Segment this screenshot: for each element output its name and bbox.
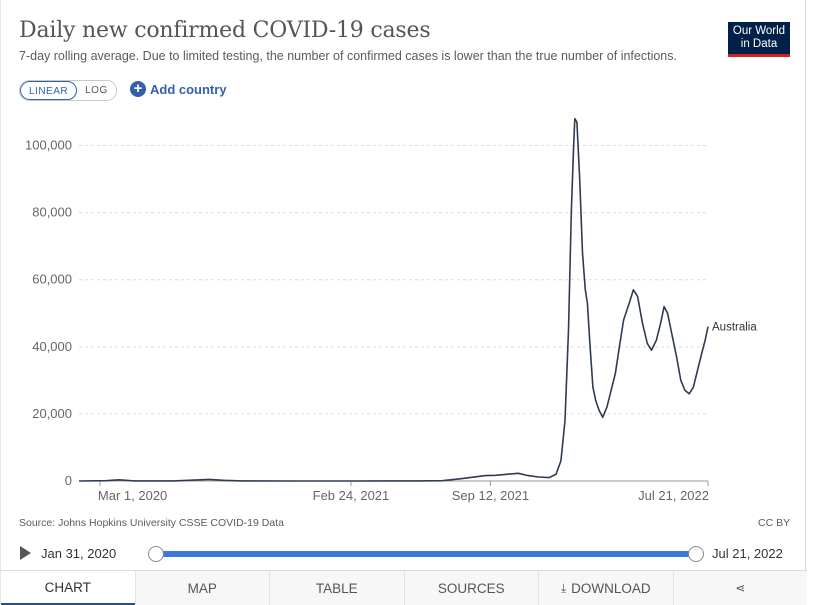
share-icon: ⋖ — [735, 581, 746, 595]
series-label: Australia — [712, 322, 757, 334]
logo-line-2: in Data — [740, 38, 778, 50]
line-chart: 0 20,000 40,000 60,000 80,000 100,000 Mar 1, 2… — [25, 117, 757, 503]
tab-bar: CHART MAP TABLE SOURCES ⤓ DOWNLOAD ⋖ — [1, 570, 807, 605]
series-line-australia — [78, 117, 709, 482]
tab-chart[interactable]: CHART — [1, 571, 135, 605]
x-tick-label: Jul 21, 2022 — [638, 488, 709, 503]
tab-download-label: DOWNLOAD — [571, 580, 651, 596]
plus-circle-icon: + — [130, 81, 146, 97]
source-note[interactable]: Source: Johns Hopkins University CSSE CO… — [19, 517, 284, 529]
tab-table-label: TABLE — [315, 580, 358, 596]
tab-table[interactable]: TABLE — [269, 571, 404, 605]
x-tick-label: Mar 1, 2020 — [98, 488, 167, 503]
x-tick-label: Sep 12, 2021 — [452, 488, 529, 503]
tab-sources[interactable]: SOURCES — [403, 571, 538, 605]
download-icon: ⤓ — [560, 580, 567, 595]
owid-logo[interactable]: Our World in Data — [728, 22, 790, 57]
add-country-button[interactable]: + Add country — [130, 81, 227, 97]
timeline-start-handle[interactable] — [148, 546, 164, 562]
y-tick-label: 60,000 — [32, 272, 72, 287]
play-icon[interactable] — [20, 546, 31, 560]
logo-line-1: Our World — [732, 25, 786, 37]
y-tick-label: 100,000 — [25, 138, 72, 153]
y-tick-label: 0 — [65, 473, 72, 488]
log-scale-button[interactable]: LOG — [77, 81, 116, 100]
x-tick-label: Feb 24, 2021 — [313, 488, 390, 503]
scale-toggle: LINEAR LOG — [19, 80, 117, 101]
timeline-end-date: Jul 21, 2022 — [712, 546, 783, 561]
timeline-slider-track[interactable] — [156, 551, 696, 557]
tab-map-label: MAP — [187, 580, 217, 596]
tab-download[interactable]: ⤓ DOWNLOAD — [538, 571, 673, 605]
add-country-label: Add country — [150, 81, 227, 97]
y-tick-label: 20,000 — [32, 406, 72, 421]
y-tick-label: 40,000 — [32, 339, 72, 354]
timeline-start-date: Jan 31, 2020 — [41, 546, 117, 561]
y-tick-label: 80,000 — [32, 205, 72, 220]
license-label[interactable]: CC BY — [758, 517, 791, 529]
chart-title: Daily new confirmed COVID-19 cases — [19, 18, 431, 43]
tab-sources-label: SOURCES — [437, 580, 505, 596]
tab-chart-label: CHART — [44, 579, 91, 595]
linear-scale-button[interactable]: LINEAR — [20, 81, 78, 100]
tab-map[interactable]: MAP — [134, 571, 269, 605]
chart-subtitle: 7-day rolling average. Due to limited te… — [19, 49, 677, 63]
tab-share[interactable]: ⋖ — [672, 571, 807, 605]
timeline-end-handle[interactable] — [688, 546, 704, 562]
